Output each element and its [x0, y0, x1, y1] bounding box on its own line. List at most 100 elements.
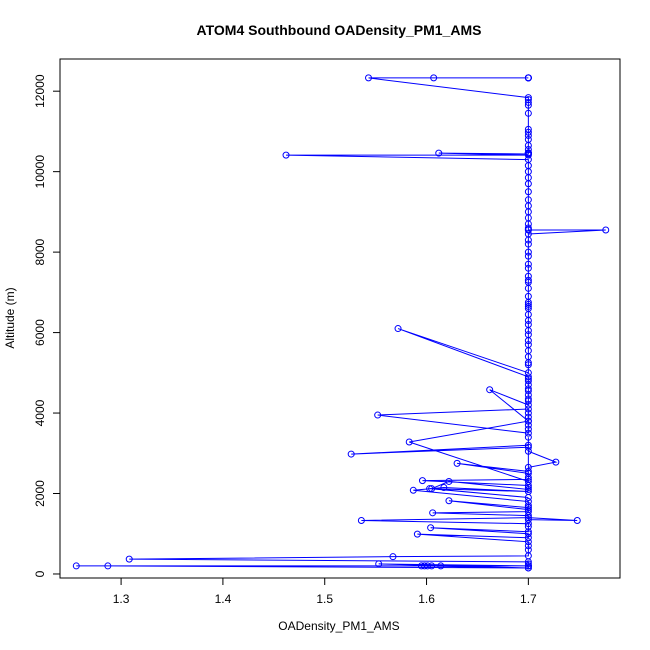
- data-point: [394, 325, 402, 333]
- data-point: [524, 94, 532, 102]
- data-point: [524, 387, 532, 395]
- data-point: [524, 359, 532, 367]
- data-point: [524, 433, 532, 441]
- x-tick-label: 1.7: [520, 592, 537, 606]
- data-point: [435, 149, 443, 157]
- data-point: [524, 317, 532, 325]
- data-point: [428, 562, 436, 570]
- data-point: [524, 447, 532, 455]
- data-point: [524, 523, 532, 530]
- y-tick-label: 2000: [33, 480, 47, 507]
- data-point: [573, 516, 581, 524]
- x-tick-label: 1.6: [418, 592, 435, 606]
- data-point: [524, 276, 532, 284]
- data-point: [524, 401, 532, 409]
- data-point: [524, 560, 532, 568]
- data-point: [524, 377, 532, 385]
- x-axis: 1.3 1.4 1.5 1.6 1.7: [113, 577, 537, 606]
- data-point: [524, 413, 532, 421]
- data-point: [524, 226, 532, 234]
- y-tick-label: 4000: [33, 399, 47, 426]
- data-point: [524, 562, 532, 570]
- chart-title: ATOM4 Southbound OADensity_PM1_AMS: [197, 22, 482, 38]
- data-point: [524, 397, 532, 405]
- data-point: [524, 405, 532, 413]
- data-point: [524, 327, 532, 335]
- data-point: [524, 538, 532, 546]
- data-point: [430, 74, 438, 82]
- y-axis-label: Altitude (m): [3, 287, 17, 348]
- data-point: [524, 264, 532, 272]
- data-point: [524, 109, 532, 117]
- data-point: [375, 560, 383, 568]
- data-point: [437, 562, 445, 570]
- data-point: [524, 443, 532, 451]
- data-point: [347, 450, 355, 458]
- data-point: [427, 524, 435, 532]
- y-tick-label: 6000: [33, 319, 47, 346]
- data-point: [552, 458, 560, 466]
- x-tick-label: 1.5: [316, 592, 333, 606]
- data-point: [524, 260, 532, 268]
- data-point: [524, 485, 532, 493]
- data-point: [524, 101, 532, 109]
- data-point: [524, 151, 532, 159]
- data-point: [524, 512, 532, 520]
- data-point: [409, 486, 417, 494]
- series-line: [76, 77, 606, 569]
- data-point: [524, 131, 532, 139]
- data-point: [524, 417, 532, 425]
- data-point: [524, 425, 532, 433]
- data-point: [524, 337, 532, 345]
- data-point: [524, 284, 532, 292]
- data-point: [357, 516, 365, 524]
- data-point: [524, 128, 532, 136]
- data-point: [428, 485, 436, 493]
- data-point: [125, 555, 133, 563]
- data-point: [440, 483, 448, 491]
- data-point: [524, 542, 532, 550]
- data-point: [524, 98, 532, 106]
- y-tick-label: 0: [33, 570, 47, 577]
- y-tick-label: 12000: [33, 74, 47, 108]
- x-tick-label: 1.4: [215, 592, 232, 606]
- data-point: [524, 252, 532, 260]
- x-tick-label: 1.3: [113, 592, 130, 606]
- data-point: [524, 483, 532, 491]
- data-point: [421, 562, 429, 570]
- data-point: [524, 188, 532, 196]
- data-point: [445, 477, 453, 485]
- data-point: [524, 361, 532, 369]
- data-point: [365, 74, 373, 82]
- data-point: [524, 421, 532, 429]
- data-point: [524, 300, 532, 308]
- data-point: [524, 240, 532, 248]
- data-point: [524, 302, 532, 310]
- data-point: [524, 534, 532, 542]
- data-point: [374, 411, 382, 419]
- series-layer: [72, 74, 610, 572]
- data-point: [429, 509, 437, 517]
- data-point: [486, 386, 494, 394]
- data-point: [602, 226, 610, 234]
- x-axis-label: OADensity_PM1_AMS: [278, 619, 399, 633]
- data-point: [524, 520, 532, 528]
- data-point: [524, 142, 532, 149]
- data-point: [424, 562, 432, 570]
- data-point: [524, 516, 532, 524]
- data-point: [418, 477, 426, 485]
- data-point: [524, 236, 532, 244]
- data-point: [524, 74, 532, 82]
- data-point: [524, 248, 532, 256]
- y-tick-label: 10000: [33, 155, 47, 189]
- data-point: [524, 373, 532, 381]
- y-axis: 0 2000 4000 6000 8000 10000 12000: [33, 74, 61, 577]
- data-point: [282, 151, 290, 159]
- data-point: [445, 497, 453, 505]
- plot-frame: [59, 58, 621, 579]
- data-point: [426, 485, 434, 493]
- data-point: [524, 473, 532, 481]
- data-point: [524, 180, 532, 188]
- data-point: [524, 409, 532, 417]
